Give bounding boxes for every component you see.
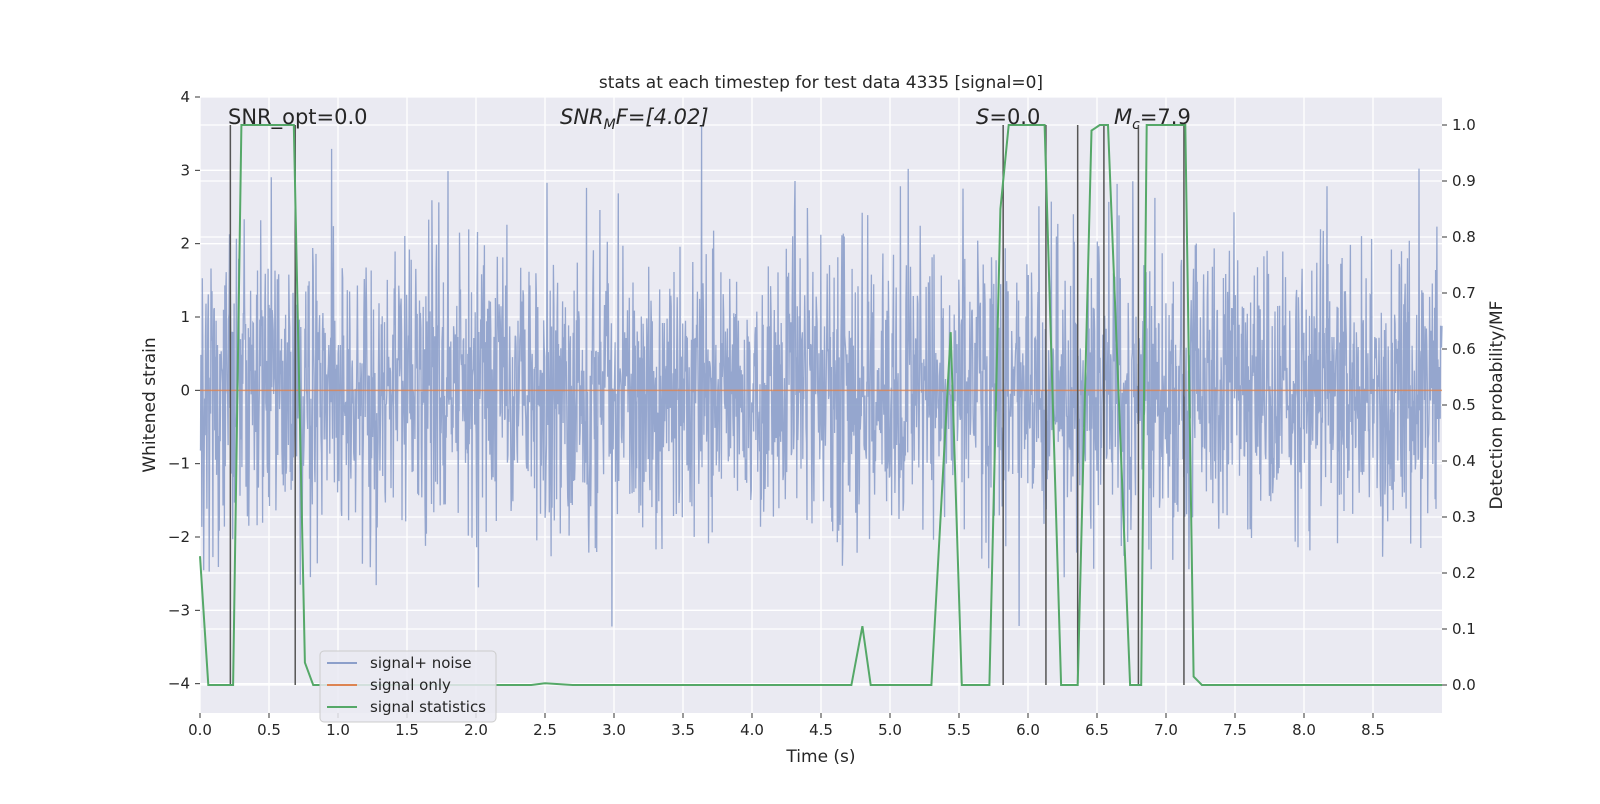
- y-right-tick-label: 0.9: [1452, 172, 1476, 190]
- y-left-tick-label: −1: [168, 455, 190, 473]
- x-tick-label: 6.0: [1016, 721, 1040, 739]
- y-right-axis-ticks: 0.0 0.1 0.2 0.3 0.4 0.5 0.6 0.7 0.8 0.9 1.0: [1442, 116, 1476, 694]
- x-tick-label: 2.5: [533, 721, 557, 739]
- annotation-s-rest: =0.0: [989, 105, 1040, 129]
- y-right-tick-label: 0.0: [1452, 676, 1476, 694]
- x-tick-label: 4.5: [809, 721, 833, 739]
- y-left-tick-label: 2: [180, 235, 190, 253]
- y-left-tick-label: −3: [168, 601, 190, 619]
- x-tick-label: 5.5: [947, 721, 971, 739]
- legend-box: [319, 650, 497, 723]
- annotation-snr-mf: SNRMF=[4.02]: [560, 105, 709, 133]
- y-left-tick-label: 3: [180, 161, 190, 179]
- x-tick-label: 5.0: [878, 721, 902, 739]
- y-right-tick-label: 0.2: [1452, 564, 1476, 582]
- x-tick-label: 0.5: [257, 721, 281, 739]
- x-tick-label: 7.0: [1154, 721, 1178, 739]
- y-right-tick-label: 0.6: [1452, 340, 1476, 358]
- y-right-tick-label: 1.0: [1452, 116, 1476, 134]
- y-left-tick-label: 0: [180, 381, 190, 399]
- x-tick-label: 8.5: [1361, 721, 1385, 739]
- legend-label-signal-only: signal only: [370, 676, 451, 694]
- x-axis-label: Time (s): [785, 747, 855, 767]
- y-left-tick-label: 1: [180, 308, 190, 326]
- annotation-mc-rest: =7.9: [1140, 105, 1191, 129]
- chart-title: stats at each timestep for test data 433…: [599, 73, 1043, 93]
- x-axis-ticks: 0.0 0.5 1.0 1.5 2.0 2.5 3.0 3.5 4.0 4.5 5.0 5.5 6.0 6…: [188, 713, 1385, 739]
- y-right-tick-label: 0.3: [1452, 508, 1476, 526]
- vertical-markers: [229, 125, 1185, 685]
- annotation-snr-mf-sub: M: [604, 117, 616, 133]
- annotation-mc-base: M: [1114, 105, 1132, 129]
- annotation-mc: Mc=7.9: [1114, 105, 1191, 133]
- y-left-tick-label: 4: [180, 88, 190, 106]
- x-tick-label: 0.0: [188, 721, 212, 739]
- x-tick-label: 1.0: [326, 721, 350, 739]
- x-tick-label: 3.5: [671, 721, 695, 739]
- x-tick-label: 7.5: [1223, 721, 1247, 739]
- y-left-tick-label: −4: [168, 675, 190, 693]
- annotation-snr-mf-rest: F=[4.02]: [616, 105, 709, 129]
- annotation-snr-mf-base: SNR: [560, 105, 604, 129]
- series-signal-statistics: [199, 124, 1442, 686]
- y-right-tick-label: 0.8: [1452, 228, 1476, 246]
- x-tick-label: 1.5: [395, 721, 419, 739]
- y-right-tick-label: 0.1: [1452, 620, 1476, 638]
- y-right-tick-label: 0.5: [1452, 396, 1476, 414]
- x-tick-label: 8.0: [1292, 721, 1316, 739]
- y-right-axis-label: Detection probability/MF: [1487, 301, 1507, 510]
- annotation-s-base: S: [976, 105, 989, 129]
- y-left-axis-ticks: −4 −3 −2 −1 0 1 2 3 4: [168, 88, 200, 693]
- x-tick-label: 4.0: [740, 721, 764, 739]
- x-tick-label: 6.5: [1085, 721, 1109, 739]
- legend: signal+ noise signal only signal statist…: [319, 650, 497, 723]
- y-right-tick-label: 0.7: [1452, 284, 1476, 302]
- y-left-axis-label: Whitened strain: [140, 337, 160, 472]
- annotation-snr-opt: SNR_opt=0.0: [228, 105, 368, 130]
- annotation-mc-sub: c: [1132, 117, 1140, 133]
- legend-label-signal-noise: signal+ noise: [370, 654, 472, 672]
- y-right-tick-label: 0.4: [1452, 452, 1476, 470]
- y-left-tick-label: −2: [168, 528, 190, 546]
- x-tick-label: 2.0: [464, 721, 488, 739]
- x-tick-label: 3.0: [602, 721, 626, 739]
- annotation-s: S=0.0: [976, 105, 1040, 129]
- series-signal-noise: [199, 126, 1443, 627]
- legend-label-signal-statistics: signal statistics: [370, 698, 486, 716]
